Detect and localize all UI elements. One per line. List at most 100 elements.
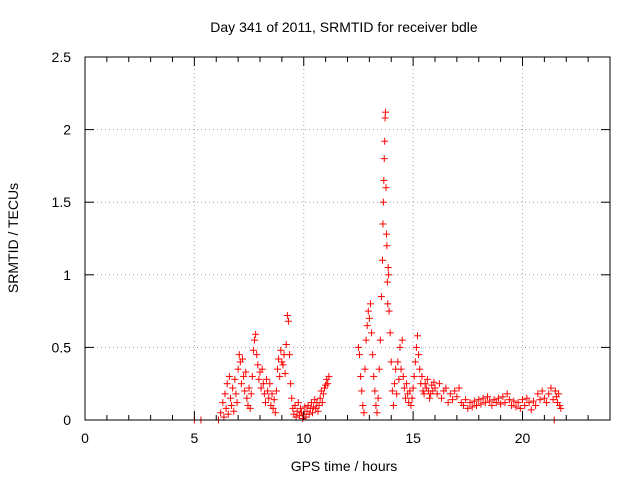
data-point bbox=[358, 387, 366, 395]
data-point bbox=[540, 394, 548, 402]
data-point bbox=[556, 401, 564, 409]
data-point bbox=[252, 330, 260, 338]
data-point bbox=[229, 384, 237, 392]
data-point bbox=[369, 351, 377, 359]
data-point bbox=[420, 390, 428, 398]
chart-title: Day 341 of 2011, SRMTID for receiver bdl… bbox=[210, 19, 478, 35]
data-point bbox=[399, 372, 407, 380]
data-point bbox=[258, 365, 266, 373]
data-point bbox=[373, 409, 381, 417]
plot-frame bbox=[84, 56, 611, 421]
data-point bbox=[499, 393, 507, 401]
data-point bbox=[271, 409, 279, 417]
data-point bbox=[217, 409, 225, 417]
data-point bbox=[510, 397, 518, 405]
data-point bbox=[415, 351, 423, 359]
data-point bbox=[224, 410, 232, 418]
data-point bbox=[391, 380, 399, 388]
data-point bbox=[318, 399, 326, 407]
data-point bbox=[408, 394, 416, 402]
data-point bbox=[455, 384, 463, 392]
data-point bbox=[411, 358, 419, 366]
data-point bbox=[240, 372, 248, 380]
data-point bbox=[536, 396, 544, 404]
data-point bbox=[380, 176, 388, 184]
data-point bbox=[416, 365, 424, 373]
data-point bbox=[294, 399, 302, 407]
data-point bbox=[379, 198, 387, 206]
data-point bbox=[233, 399, 241, 407]
data-point bbox=[555, 390, 563, 398]
data-point bbox=[356, 351, 364, 359]
data-point bbox=[414, 332, 421, 340]
data-point bbox=[249, 346, 257, 354]
data-point bbox=[514, 399, 522, 407]
data-point bbox=[431, 384, 439, 392]
data-point bbox=[321, 384, 329, 392]
data-point bbox=[375, 365, 383, 373]
data-point bbox=[219, 399, 227, 407]
data-point bbox=[277, 346, 285, 354]
data-point bbox=[247, 390, 255, 398]
data-point bbox=[371, 387, 379, 395]
y-tick-label: 0 bbox=[63, 412, 71, 428]
data-point bbox=[237, 380, 245, 388]
data-point bbox=[357, 372, 365, 380]
data-point bbox=[365, 314, 373, 322]
data-point bbox=[253, 351, 261, 359]
data-point bbox=[407, 401, 415, 409]
data-point bbox=[396, 343, 404, 351]
data-point bbox=[383, 278, 391, 286]
data-point bbox=[283, 311, 291, 319]
data-point bbox=[551, 387, 559, 395]
data-point bbox=[534, 390, 542, 398]
grid-lines bbox=[85, 57, 610, 420]
data-point bbox=[259, 380, 267, 388]
data-point bbox=[266, 380, 274, 388]
data-point bbox=[468, 403, 476, 411]
data-point bbox=[325, 372, 333, 380]
data-point bbox=[386, 329, 394, 337]
data-point bbox=[296, 404, 304, 412]
data-point bbox=[433, 390, 441, 398]
data-point bbox=[497, 400, 505, 408]
data-point bbox=[543, 399, 551, 407]
data-point bbox=[481, 399, 489, 407]
y-tick-label: 1.5 bbox=[52, 194, 72, 210]
data-point bbox=[231, 375, 239, 383]
data-point bbox=[385, 271, 393, 279]
data-point bbox=[382, 108, 390, 116]
data-point bbox=[257, 384, 265, 392]
data-point bbox=[527, 406, 535, 414]
data-point bbox=[426, 394, 434, 402]
data-point bbox=[387, 358, 395, 366]
data-point bbox=[400, 384, 408, 392]
data-point bbox=[288, 394, 296, 402]
data-point bbox=[525, 399, 533, 407]
data-point bbox=[470, 397, 478, 405]
data-point bbox=[305, 410, 313, 418]
data-point bbox=[410, 372, 418, 380]
data-point bbox=[376, 336, 384, 344]
data-point bbox=[243, 394, 251, 402]
data-point bbox=[319, 390, 327, 398]
data-point bbox=[301, 403, 309, 411]
data-point bbox=[395, 375, 403, 383]
x-tick-label: 20 bbox=[515, 430, 531, 446]
x-tick-label: 5 bbox=[190, 430, 198, 446]
data-point bbox=[523, 394, 531, 402]
data-point bbox=[508, 401, 516, 409]
data-point bbox=[360, 409, 368, 417]
data-point bbox=[438, 394, 446, 402]
data-points bbox=[190, 108, 565, 424]
data-point bbox=[503, 390, 511, 398]
data-point bbox=[398, 336, 406, 344]
data-point bbox=[492, 399, 500, 407]
data-point bbox=[494, 394, 502, 402]
data-point bbox=[287, 380, 295, 388]
x-tick-label: 0 bbox=[81, 430, 89, 446]
data-point bbox=[516, 404, 524, 412]
data-point bbox=[423, 375, 431, 383]
data-point bbox=[242, 368, 250, 376]
